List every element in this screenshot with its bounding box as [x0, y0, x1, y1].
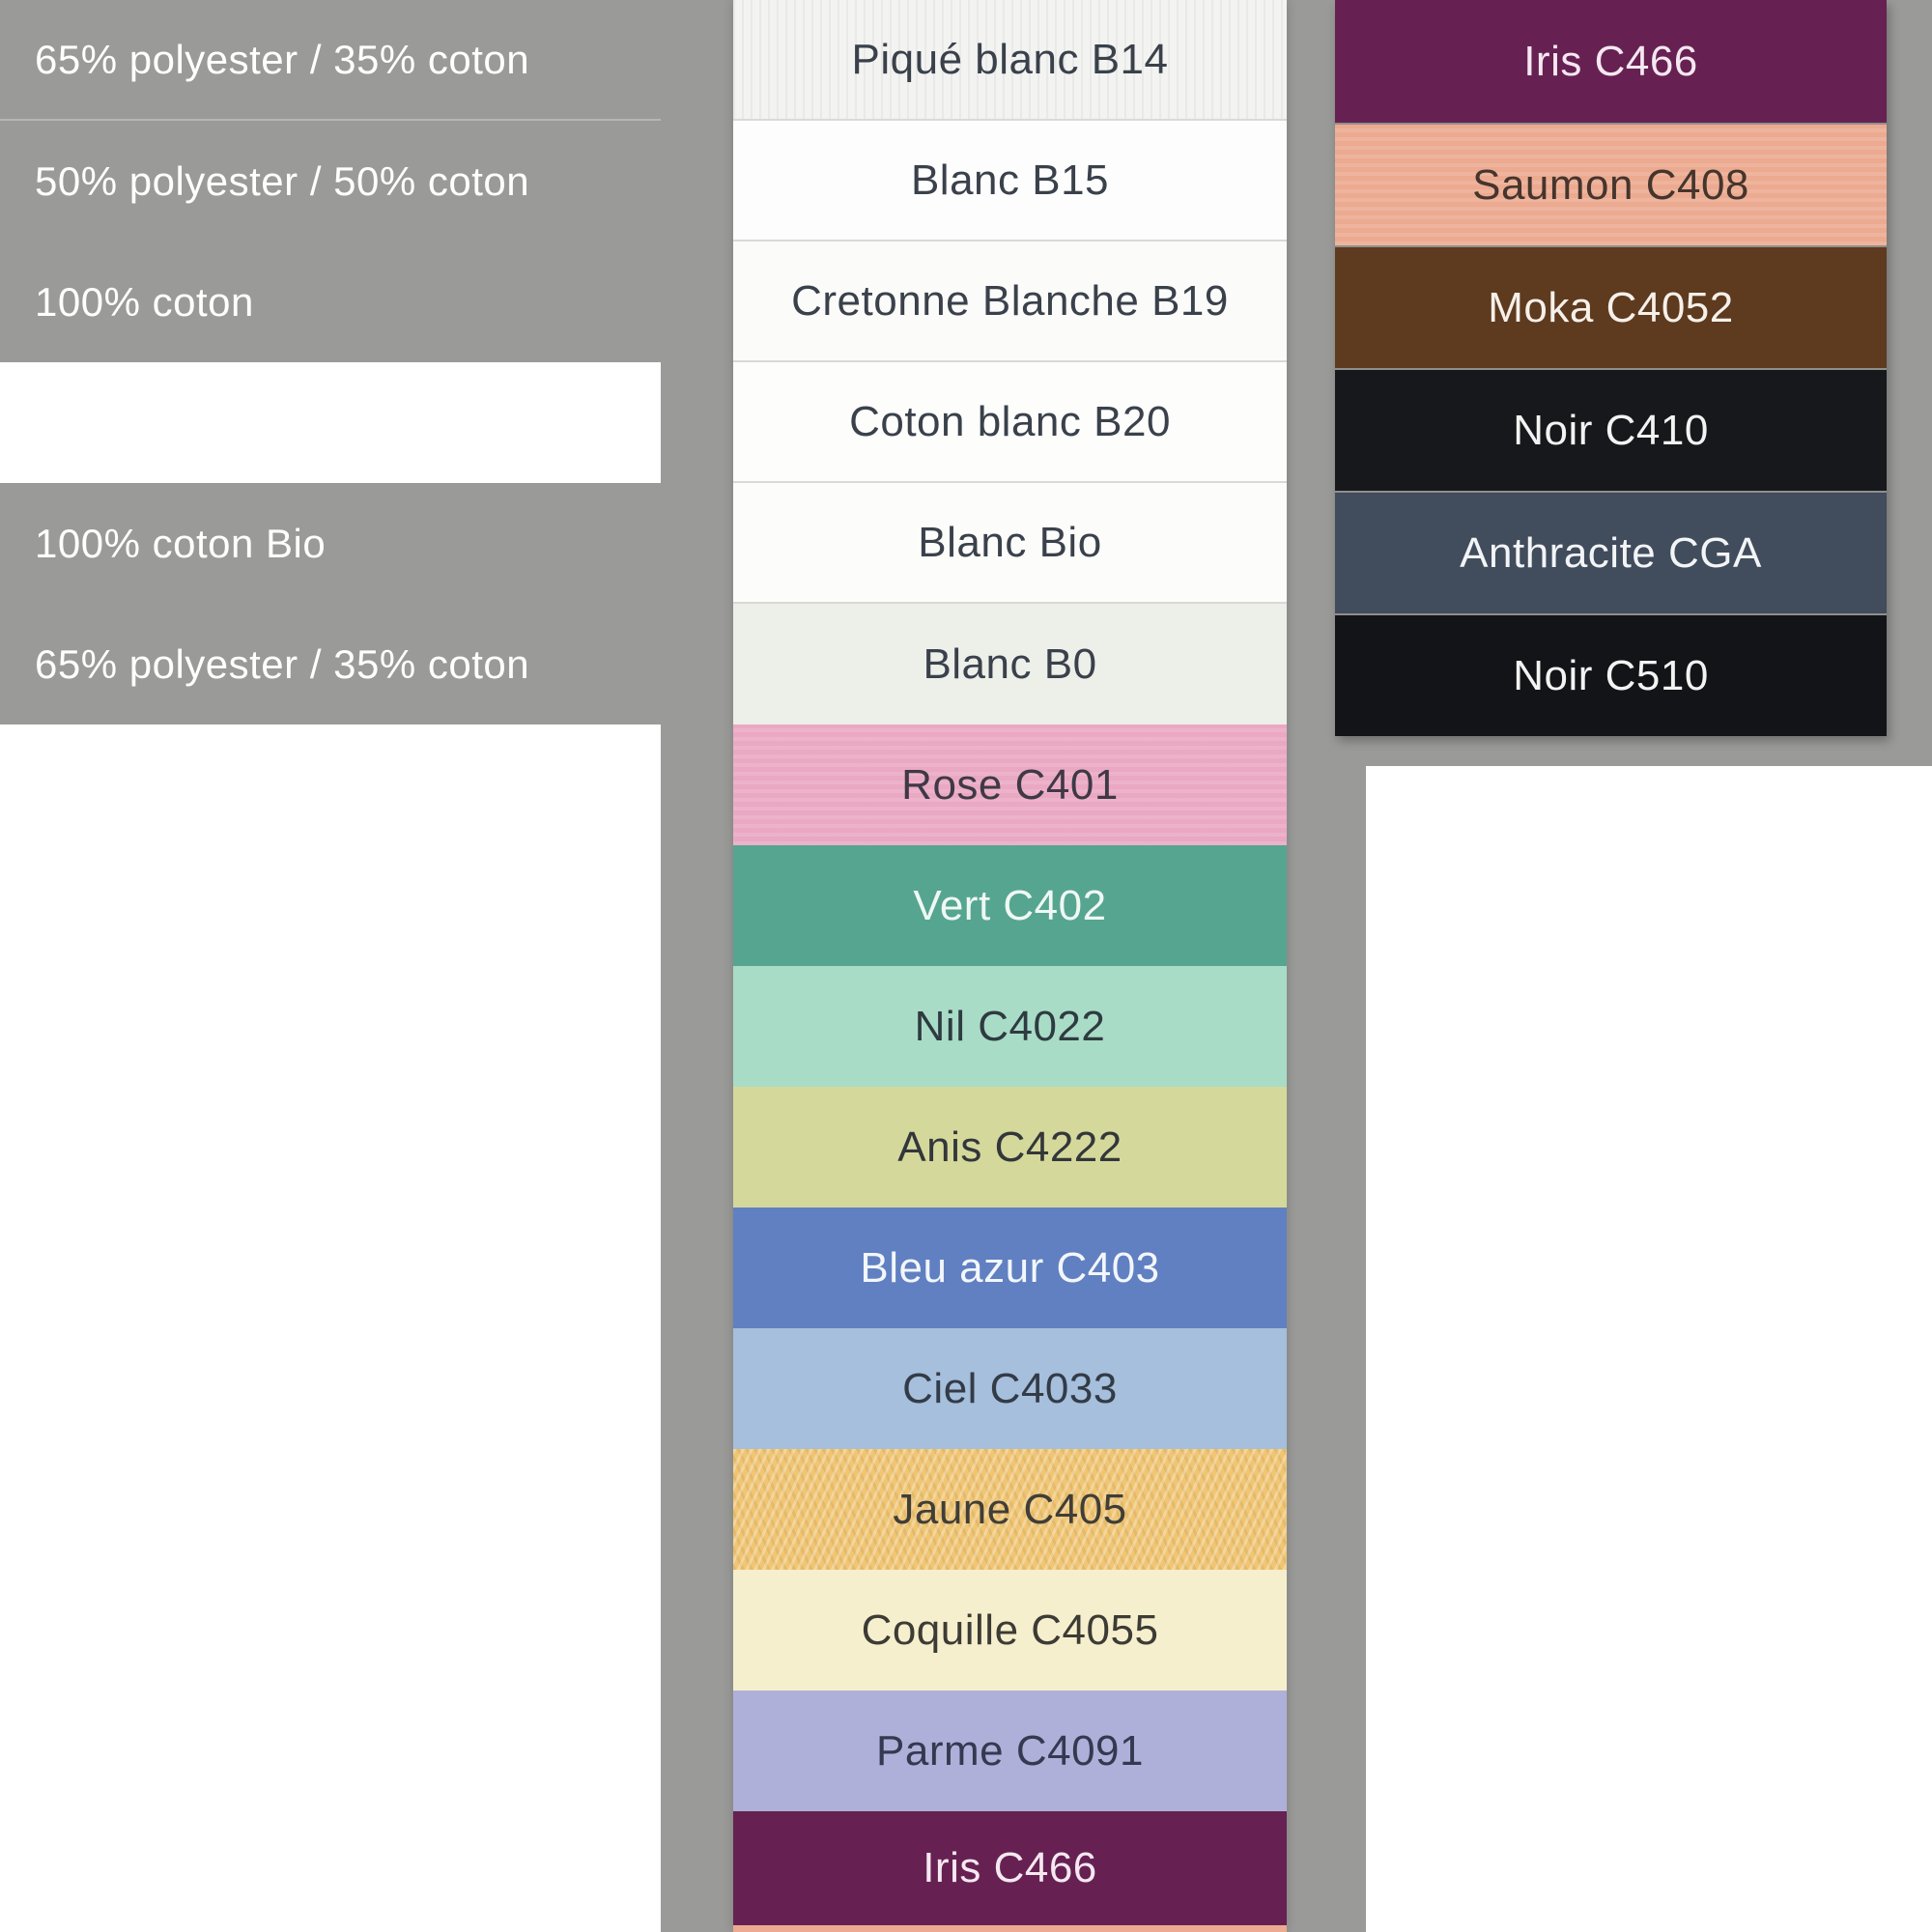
composition-row-50-50: 50% polyester / 50% coton	[0, 121, 661, 242]
swatch-anthracite-cga[interactable]: Anthracite CGA	[1335, 491, 1887, 613]
composition-row-100-coton: 100% coton	[0, 242, 661, 362]
swatch-label: Saumon C408	[1472, 160, 1749, 209]
composition-label: 65% polyester / 35% coton	[35, 36, 530, 82]
swatch-anis-c4222[interactable]: Anis C4222	[733, 1087, 1287, 1208]
swatch-label: Cretonne Blanche B19	[791, 276, 1229, 325]
swatch-parme-c4091[interactable]: Parme C4091	[733, 1690, 1287, 1811]
swatch-label: Blanc Bio	[918, 518, 1102, 566]
swatch-column-main: Piqué blanc B14 Blanc B15 Cretonne Blanc…	[733, 0, 1287, 1932]
swatch-moka-c4052[interactable]: Moka C4052	[1335, 245, 1887, 368]
swatch-label: Anthracite CGA	[1460, 528, 1762, 577]
swatch-label: Blanc B0	[923, 639, 1097, 688]
swatch-saumon-c408[interactable]: Saumon C408	[1335, 123, 1887, 245]
swatch-iris-c466[interactable]: Iris C466	[733, 1811, 1287, 1925]
composition-row-blank	[0, 362, 661, 483]
swatch-blanc-b15[interactable]: Blanc B15	[733, 121, 1287, 242]
composition-label: 65% polyester / 35% coton	[35, 640, 530, 687]
swatch-label: Parme C4091	[876, 1726, 1144, 1775]
swatch-label: Vert C402	[913, 881, 1107, 929]
composition-row-100-coton-bio: 100% coton Bio	[0, 483, 661, 604]
swatch-pique-blanc-b14[interactable]: Piqué blanc B14	[733, 0, 1287, 121]
swatch-label: Iris C466	[1523, 37, 1698, 85]
swatch-column-secondary: Iris C466 Saumon C408 Moka C4052 Noir C4…	[1335, 0, 1887, 736]
swatch-label: Ciel C4033	[902, 1364, 1118, 1412]
blank-area-bottom-right	[1366, 766, 1932, 1932]
swatch-label: Jaune C405	[893, 1485, 1127, 1533]
composition-table: 65% polyester / 35% coton 50% polyester …	[0, 0, 661, 724]
swatch-rose-c401[interactable]: Rose C401	[733, 724, 1287, 845]
swatch-blanc-b0[interactable]: Blanc B0	[733, 604, 1287, 724]
swatch-saumon-partial	[733, 1925, 1287, 1932]
swatch-iris-c466-right[interactable]: Iris C466	[1335, 0, 1887, 123]
composition-label: 100% coton	[35, 278, 254, 325]
swatch-label: Anis C4222	[897, 1122, 1122, 1171]
swatch-label: Coquille C4055	[861, 1605, 1159, 1654]
composition-row-65-35: 65% polyester / 35% coton	[0, 0, 661, 121]
swatch-label: Noir C410	[1513, 406, 1709, 454]
composition-row-65-35-b: 65% polyester / 35% coton	[0, 604, 661, 724]
swatch-coquille-c4055[interactable]: Coquille C4055	[733, 1570, 1287, 1690]
swatch-coton-blanc-b20[interactable]: Coton blanc B20	[733, 362, 1287, 483]
swatch-bleu-azur-c403[interactable]: Bleu azur C403	[733, 1208, 1287, 1328]
composition-label: 50% polyester / 50% coton	[35, 157, 530, 204]
swatch-label: Rose C401	[901, 760, 1119, 809]
swatch-label: Bleu azur C403	[860, 1243, 1160, 1292]
swatch-ciel-c4033[interactable]: Ciel C4033	[733, 1328, 1287, 1449]
swatch-jaune-c405[interactable]: Jaune C405	[733, 1449, 1287, 1570]
swatch-label: Moka C4052	[1488, 283, 1734, 331]
composition-label: 100% coton Bio	[35, 520, 327, 566]
swatch-nil-c4022[interactable]: Nil C4022	[733, 966, 1287, 1087]
swatch-label: Iris C466	[923, 1844, 1097, 1891]
swatch-label: Nil C4022	[914, 1002, 1106, 1050]
swatch-label: Blanc B15	[910, 156, 1110, 204]
swatch-label: Noir C510	[1513, 651, 1709, 699]
swatch-noir-c510[interactable]: Noir C510	[1335, 613, 1887, 736]
swatch-blanc-bio[interactable]: Blanc Bio	[733, 483, 1287, 604]
swatch-label: Coton blanc B20	[849, 397, 1171, 445]
swatch-noir-c410[interactable]: Noir C410	[1335, 368, 1887, 491]
swatch-cretonne-blanche-b19[interactable]: Cretonne Blanche B19	[733, 242, 1287, 362]
swatch-label: Piqué blanc B14	[851, 35, 1169, 83]
blank-area-bottom-left	[0, 724, 661, 1932]
swatch-vert-c402[interactable]: Vert C402	[733, 845, 1287, 966]
